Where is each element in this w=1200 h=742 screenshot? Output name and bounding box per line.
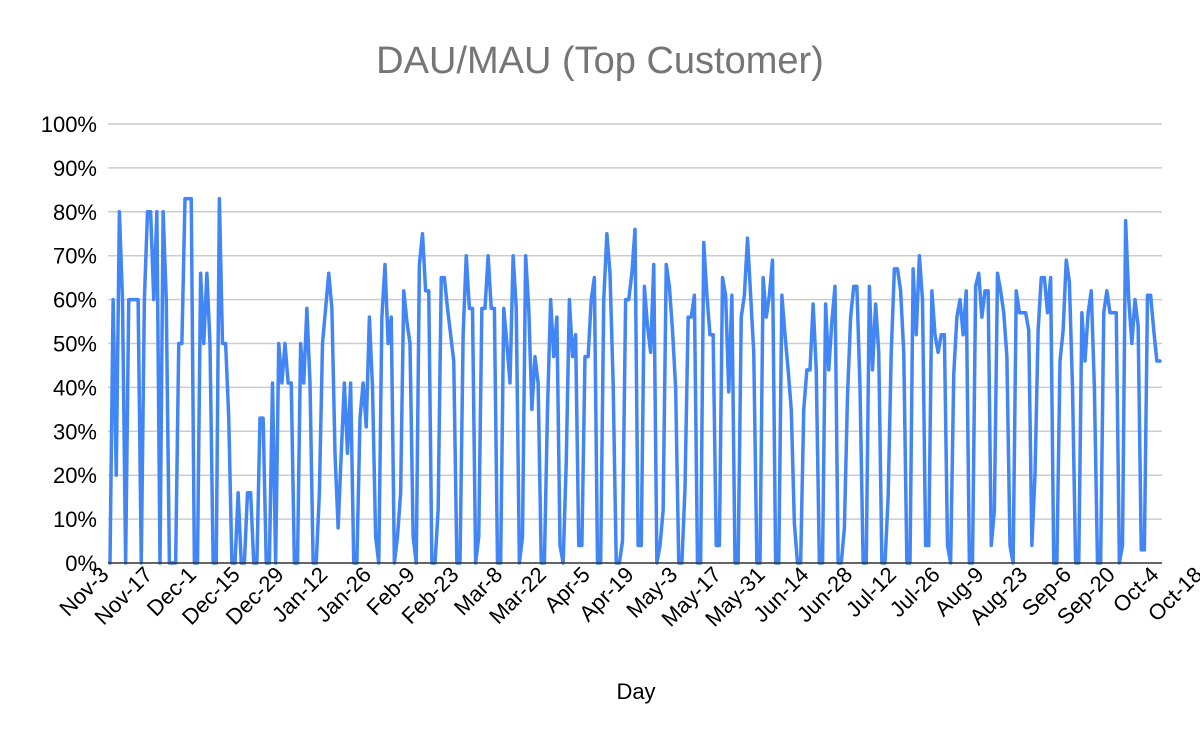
x-axis-label: Day xyxy=(616,679,655,704)
x-tick-label: Jul-26 xyxy=(885,562,945,622)
y-axis-tick-labels: 0% 10% 20% 30% 40% 50% 60% 70% 80% 90% 100% xyxy=(41,112,97,576)
chart-title: DAU/MAU (Top Customer) xyxy=(376,40,824,82)
series-line xyxy=(108,196,1162,565)
y-tick-label: 60% xyxy=(53,288,97,313)
y-tick-label: 100% xyxy=(41,112,97,137)
y-tick-label: 90% xyxy=(53,156,97,181)
y-tick-label: 30% xyxy=(53,419,97,444)
y-tick-label: 20% xyxy=(53,463,97,488)
y-tick-label: 80% xyxy=(53,200,97,225)
x-axis-tick-labels: Nov-3Nov-17Dec-1Dec-15Dec-29Jan-12Jan-26… xyxy=(54,562,1200,632)
y-tick-label: 0% xyxy=(65,551,97,576)
y-tick-label: 40% xyxy=(53,375,97,400)
y-tick-label: 10% xyxy=(53,507,97,532)
y-tick-label: 50% xyxy=(53,332,97,357)
series-layer xyxy=(108,196,1162,565)
y-tick-label: 70% xyxy=(53,244,97,269)
